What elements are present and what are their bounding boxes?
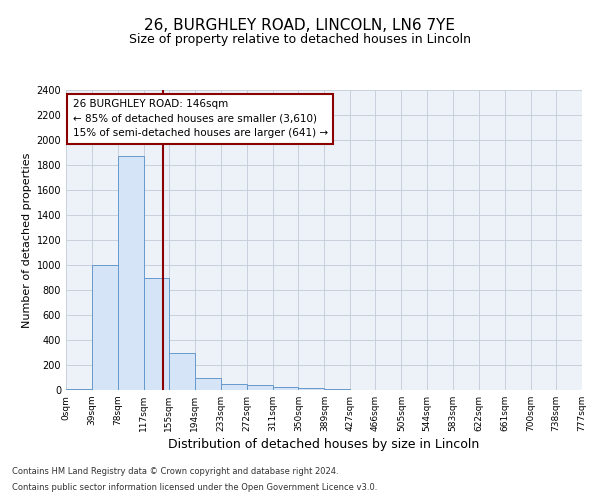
Bar xyxy=(247,385,272,390)
Bar xyxy=(169,352,195,390)
X-axis label: Distribution of detached houses by size in Lincoln: Distribution of detached houses by size … xyxy=(169,438,479,451)
Text: Contains public sector information licensed under the Open Government Licence v3: Contains public sector information licen… xyxy=(12,484,377,492)
Text: Contains HM Land Registry data © Crown copyright and database right 2024.: Contains HM Land Registry data © Crown c… xyxy=(12,467,338,476)
Bar xyxy=(195,378,221,390)
Text: 26, BURGHLEY ROAD, LINCOLN, LN6 7YE: 26, BURGHLEY ROAD, LINCOLN, LN6 7YE xyxy=(145,18,455,32)
Bar xyxy=(143,278,169,390)
Text: 26 BURGHLEY ROAD: 146sqm
← 85% of detached houses are smaller (3,610)
15% of sem: 26 BURGHLEY ROAD: 146sqm ← 85% of detach… xyxy=(73,99,328,138)
Bar xyxy=(92,265,118,390)
Y-axis label: Number of detached properties: Number of detached properties xyxy=(22,152,32,328)
Bar xyxy=(118,156,143,390)
Bar xyxy=(272,387,298,390)
Bar xyxy=(298,388,325,390)
Text: Size of property relative to detached houses in Lincoln: Size of property relative to detached ho… xyxy=(129,32,471,46)
Bar xyxy=(66,389,92,390)
Bar xyxy=(221,384,247,390)
